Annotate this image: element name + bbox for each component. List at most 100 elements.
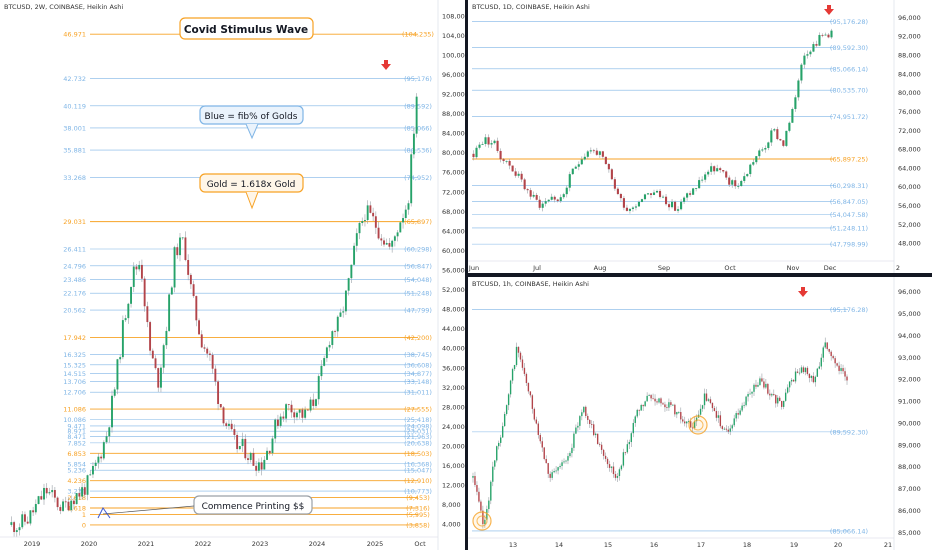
hourly-candle bbox=[741, 405, 743, 411]
daily-candle bbox=[767, 142, 770, 149]
hourly-candle bbox=[648, 395, 650, 396]
hourly-candle bbox=[806, 367, 809, 374]
daily-candle bbox=[643, 194, 647, 200]
time-axis-label: 2023 bbox=[252, 540, 269, 548]
price-axis-label: 76,000 bbox=[442, 169, 465, 177]
hourly-candle bbox=[751, 391, 753, 394]
fib-price-label: (54,048) bbox=[404, 276, 432, 284]
left-candle bbox=[336, 316, 339, 332]
hourly-candle bbox=[569, 453, 571, 457]
hourly-candle bbox=[598, 444, 601, 445]
hourly-candle bbox=[587, 415, 589, 420]
fib-price-label: (85,066) bbox=[404, 124, 432, 132]
left-candle bbox=[285, 404, 288, 419]
hourly-candle bbox=[695, 417, 698, 422]
left-candle bbox=[372, 212, 375, 217]
hourly-candle bbox=[614, 474, 617, 478]
time-axis-label: Oct bbox=[414, 540, 426, 548]
hourly-candle bbox=[577, 425, 579, 428]
daily-candle bbox=[800, 64, 803, 81]
fib-price-label: (56,847.05) bbox=[830, 198, 868, 206]
left-candle bbox=[219, 404, 222, 408]
hourly-candle bbox=[846, 376, 848, 381]
hourly-candle bbox=[600, 444, 603, 450]
left-candle bbox=[162, 345, 165, 368]
hourly-candle bbox=[561, 462, 563, 466]
panel-title: BTCUSD, 1D, COINBASE, Heikin Ashi bbox=[472, 3, 590, 11]
price-axis-label: 90,000 bbox=[898, 419, 921, 427]
time-axis-label: 16 bbox=[650, 541, 658, 549]
left-candle bbox=[83, 487, 86, 495]
hourly-candle bbox=[767, 383, 769, 394]
hourly-candle bbox=[670, 402, 672, 405]
hourly-candle bbox=[589, 419, 591, 425]
hourly-candle bbox=[620, 465, 623, 470]
daily-candle bbox=[749, 164, 752, 175]
hourly-candle bbox=[684, 421, 686, 424]
hourly-candle bbox=[606, 458, 609, 465]
price-axis-label: 20,000 bbox=[442, 443, 465, 451]
daily-candle bbox=[719, 168, 722, 171]
daily-candle bbox=[622, 198, 625, 208]
daily-candle bbox=[785, 130, 788, 146]
time-axis-label: Oct bbox=[724, 264, 736, 272]
daily-candle bbox=[514, 171, 517, 176]
left-candle bbox=[206, 348, 209, 354]
daily-candle bbox=[692, 188, 695, 195]
left-candle bbox=[165, 330, 168, 346]
price-axis-label: 86,000 bbox=[898, 507, 921, 515]
left-candle bbox=[32, 510, 35, 513]
hourly-candle bbox=[486, 509, 488, 520]
hourly-candle bbox=[707, 399, 710, 401]
daily-candle bbox=[490, 143, 493, 145]
daily-candle bbox=[586, 151, 589, 157]
fib-price-label: (60,298.31) bbox=[830, 182, 868, 190]
hourly-candle bbox=[545, 458, 547, 464]
daily-candle bbox=[658, 190, 662, 197]
left-candle bbox=[18, 527, 21, 531]
fib-ratio-label: 40.119 bbox=[63, 102, 86, 110]
price-axis-label: 36,000 bbox=[442, 364, 465, 372]
daily-candle bbox=[601, 151, 604, 157]
daily-candle bbox=[592, 150, 595, 152]
fib-price-label: (104,235) bbox=[402, 31, 434, 39]
hourly-candle bbox=[711, 402, 714, 409]
fib-price-label: (80,536) bbox=[404, 147, 432, 155]
daily-candle bbox=[782, 140, 785, 146]
fib-price-label: (85,066.14) bbox=[830, 65, 868, 73]
left-candle bbox=[377, 227, 380, 239]
hourly-candle bbox=[731, 425, 733, 429]
left-candle bbox=[247, 458, 249, 460]
hourly-candle bbox=[680, 412, 682, 420]
daily-candle bbox=[761, 149, 764, 151]
left-candle bbox=[385, 243, 388, 245]
hourly-candle bbox=[715, 411, 718, 418]
daily-candle bbox=[487, 137, 490, 145]
horizontal-divider bbox=[465, 273, 932, 277]
hourly-candle bbox=[500, 437, 502, 443]
fib-price-label: (10,773) bbox=[404, 488, 432, 496]
daily-candle bbox=[746, 174, 749, 177]
daily-candle bbox=[580, 159, 583, 165]
price-axis-label: 88,000 bbox=[898, 463, 921, 471]
hourly-candle bbox=[838, 365, 840, 371]
price-axis-label: 92,000 bbox=[442, 91, 465, 99]
callout-printing-leader bbox=[102, 505, 195, 515]
fib-ratio-label: 22.176 bbox=[63, 290, 86, 298]
daily-candle bbox=[583, 156, 586, 160]
daily-candle bbox=[758, 150, 761, 157]
down-arrow-icon bbox=[381, 64, 391, 70]
daily-candle bbox=[481, 144, 484, 145]
hourly-candle bbox=[790, 379, 793, 382]
left-candle bbox=[143, 278, 146, 307]
left-candle bbox=[26, 521, 29, 524]
fib-price-label: (15,047) bbox=[404, 467, 432, 475]
left-candle bbox=[325, 347, 328, 359]
price-axis-label: 100,000 bbox=[442, 51, 465, 59]
hourly-candle bbox=[622, 452, 625, 466]
price-axis-label: 52,000 bbox=[898, 221, 921, 229]
hourly-candle bbox=[472, 476, 474, 478]
left-candle bbox=[200, 334, 203, 348]
left-candle bbox=[342, 311, 345, 313]
daily-candle bbox=[472, 153, 475, 158]
